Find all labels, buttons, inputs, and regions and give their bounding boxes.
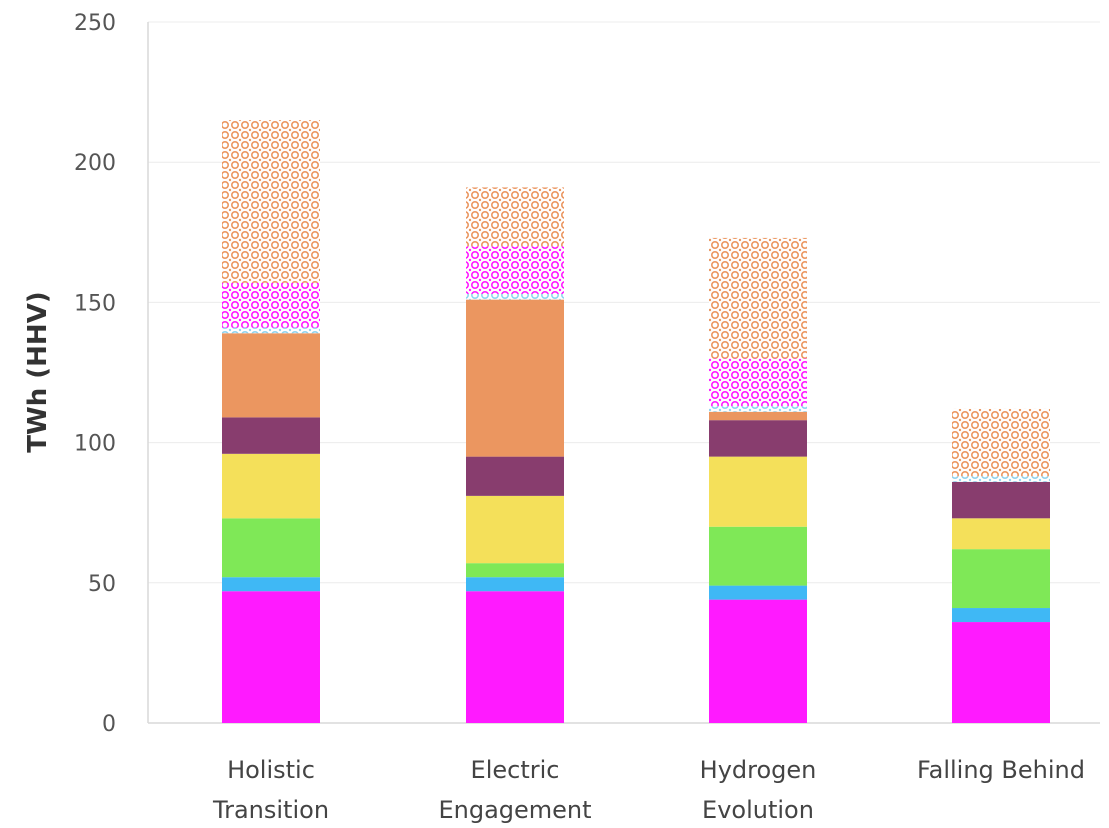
bar-segment <box>952 622 1050 723</box>
x-category-label: Hydrogen <box>700 756 817 784</box>
bar-segment <box>709 599 807 723</box>
y-tick-label: 0 <box>102 712 116 737</box>
x-category-label: Transition <box>212 796 329 824</box>
bar-segment <box>466 293 564 300</box>
bar-segment <box>222 577 320 592</box>
bar-segment <box>952 481 1050 519</box>
bar-segment <box>952 518 1050 550</box>
bar-segment <box>952 608 1050 623</box>
bar-segment <box>222 327 320 334</box>
bar-segment <box>466 187 564 247</box>
bar-segment <box>466 563 564 578</box>
bar-segment <box>222 333 320 418</box>
bar-segment <box>222 417 320 454</box>
bar-segment <box>952 476 1050 482</box>
bar-segment <box>709 526 807 586</box>
bar-segment <box>709 237 807 359</box>
bar-segment <box>709 456 807 527</box>
bar-segment <box>466 577 564 592</box>
y-axis-label: TWh (HHV) <box>23 291 53 452</box>
bar-segment <box>222 591 320 723</box>
bar-segment <box>709 585 807 600</box>
bar-segment <box>466 456 564 496</box>
bar-segment <box>466 591 564 723</box>
y-tick-label: 100 <box>74 432 116 457</box>
bar-segment <box>952 549 1050 609</box>
bar-segment <box>222 518 320 578</box>
y-tick-label: 150 <box>74 291 116 316</box>
bar-segment <box>709 358 807 407</box>
bar-segment <box>222 120 320 283</box>
y-tick-label: 200 <box>74 151 116 176</box>
x-category-label: Engagement <box>438 796 591 824</box>
y-tick-label: 50 <box>88 572 116 597</box>
bar-segment <box>709 420 807 457</box>
x-category-label: Holistic <box>227 756 315 784</box>
bar-segment <box>466 495 564 564</box>
labels: 0 50 100 150 200 250 Holistic Transition Electri… <box>74 11 1085 824</box>
x-category-label: Falling Behind <box>917 756 1085 784</box>
bar-segment <box>466 299 564 457</box>
bar-segment <box>222 282 320 328</box>
bar-segment <box>709 411 807 421</box>
x-category-label: Evolution <box>702 796 814 824</box>
x-category-label: Electric <box>471 756 560 784</box>
bar-segment <box>222 453 320 519</box>
bar-segment <box>466 246 564 294</box>
bars <box>222 120 1050 723</box>
bar-segment <box>952 408 1050 477</box>
bar-segment <box>709 406 807 412</box>
y-tick-label: 250 <box>74 11 116 36</box>
